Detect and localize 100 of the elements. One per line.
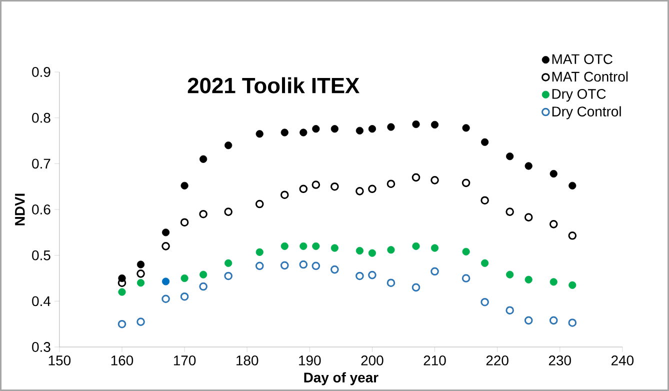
point [368, 125, 376, 133]
point [224, 259, 232, 267]
point [312, 242, 320, 250]
point [568, 182, 576, 190]
point [330, 125, 338, 133]
x-tick-label: 240 [612, 356, 634, 366]
point [162, 242, 170, 250]
point [180, 218, 189, 226]
point [549, 220, 558, 228]
point [368, 270, 376, 280]
point [412, 283, 420, 292]
point [136, 270, 145, 278]
point [524, 316, 533, 325]
point [356, 126, 364, 134]
point [224, 208, 232, 216]
point [330, 244, 338, 252]
point [200, 155, 208, 163]
point [256, 130, 264, 138]
point [356, 187, 364, 196]
point [330, 182, 339, 191]
y-tick-label: 0.5 [32, 250, 50, 260]
point [387, 123, 395, 131]
point [462, 248, 470, 256]
point [387, 246, 395, 254]
x-tick-label: 170 [174, 356, 196, 366]
y-tick-label: 0.6 [32, 204, 50, 214]
legend-label: Dry OTC [552, 88, 606, 102]
point [118, 288, 126, 296]
x-tick-label: 160 [111, 356, 134, 366]
point [300, 242, 308, 250]
x-tick-label: 150 [48, 356, 71, 366]
point [280, 242, 288, 250]
point [162, 278, 170, 286]
point [568, 281, 576, 289]
point [280, 261, 289, 270]
point [568, 231, 577, 240]
point [480, 196, 489, 204]
point [180, 274, 188, 282]
point [550, 278, 558, 286]
point [224, 272, 232, 280]
point [199, 210, 208, 218]
point [199, 282, 208, 291]
point [356, 246, 364, 255]
legend-label: MAT OTC [552, 54, 612, 64]
point [386, 180, 396, 188]
x-tick-label: 200 [361, 356, 384, 366]
y-tick-label: 0.9 [32, 67, 50, 77]
point [280, 190, 289, 199]
point [118, 320, 126, 328]
legend-label: Dry Control [552, 106, 621, 120]
point [180, 292, 189, 301]
point [412, 173, 420, 182]
point [549, 316, 558, 325]
point [524, 276, 532, 284]
point [506, 208, 514, 216]
point [462, 178, 470, 188]
y-tick-label: 0.4 [32, 296, 50, 306]
point [506, 270, 514, 278]
point [430, 244, 439, 252]
point [136, 318, 145, 326]
point [368, 184, 376, 194]
point [299, 184, 308, 194]
point [162, 228, 170, 236]
point [430, 176, 439, 184]
point [481, 138, 489, 146]
point [568, 318, 577, 327]
point [256, 248, 264, 256]
point [356, 272, 364, 280]
point [412, 120, 420, 128]
y-axis-title: NDVI [15, 194, 25, 226]
point [180, 182, 188, 190]
point [480, 298, 489, 306]
point [299, 260, 308, 269]
x-tick-label: 190 [299, 356, 321, 366]
x-axis-title: Day of year [304, 372, 378, 386]
x-tick-label: 230 [548, 356, 571, 366]
point [312, 125, 320, 133]
point [136, 260, 145, 268]
point [300, 128, 308, 136]
point [224, 142, 232, 150]
point [462, 274, 470, 282]
point [430, 267, 439, 276]
point [200, 270, 208, 278]
y-tick-label: 0.8 [32, 112, 50, 123]
point [255, 200, 264, 208]
point [481, 259, 489, 267]
point [312, 262, 320, 270]
y-tick-label: 0.3 [32, 342, 50, 352]
y-tick-label: 0.7 [32, 158, 50, 169]
point [524, 162, 532, 170]
point [462, 124, 470, 132]
x-tick-label: 210 [424, 356, 446, 366]
point [255, 262, 264, 270]
point [280, 128, 288, 136]
point [136, 279, 145, 287]
chart-title: 2021 Toolik ITEX [188, 77, 360, 94]
x-tick-label: 180 [236, 356, 258, 366]
point [368, 249, 376, 257]
point [430, 120, 439, 129]
point [506, 152, 514, 160]
